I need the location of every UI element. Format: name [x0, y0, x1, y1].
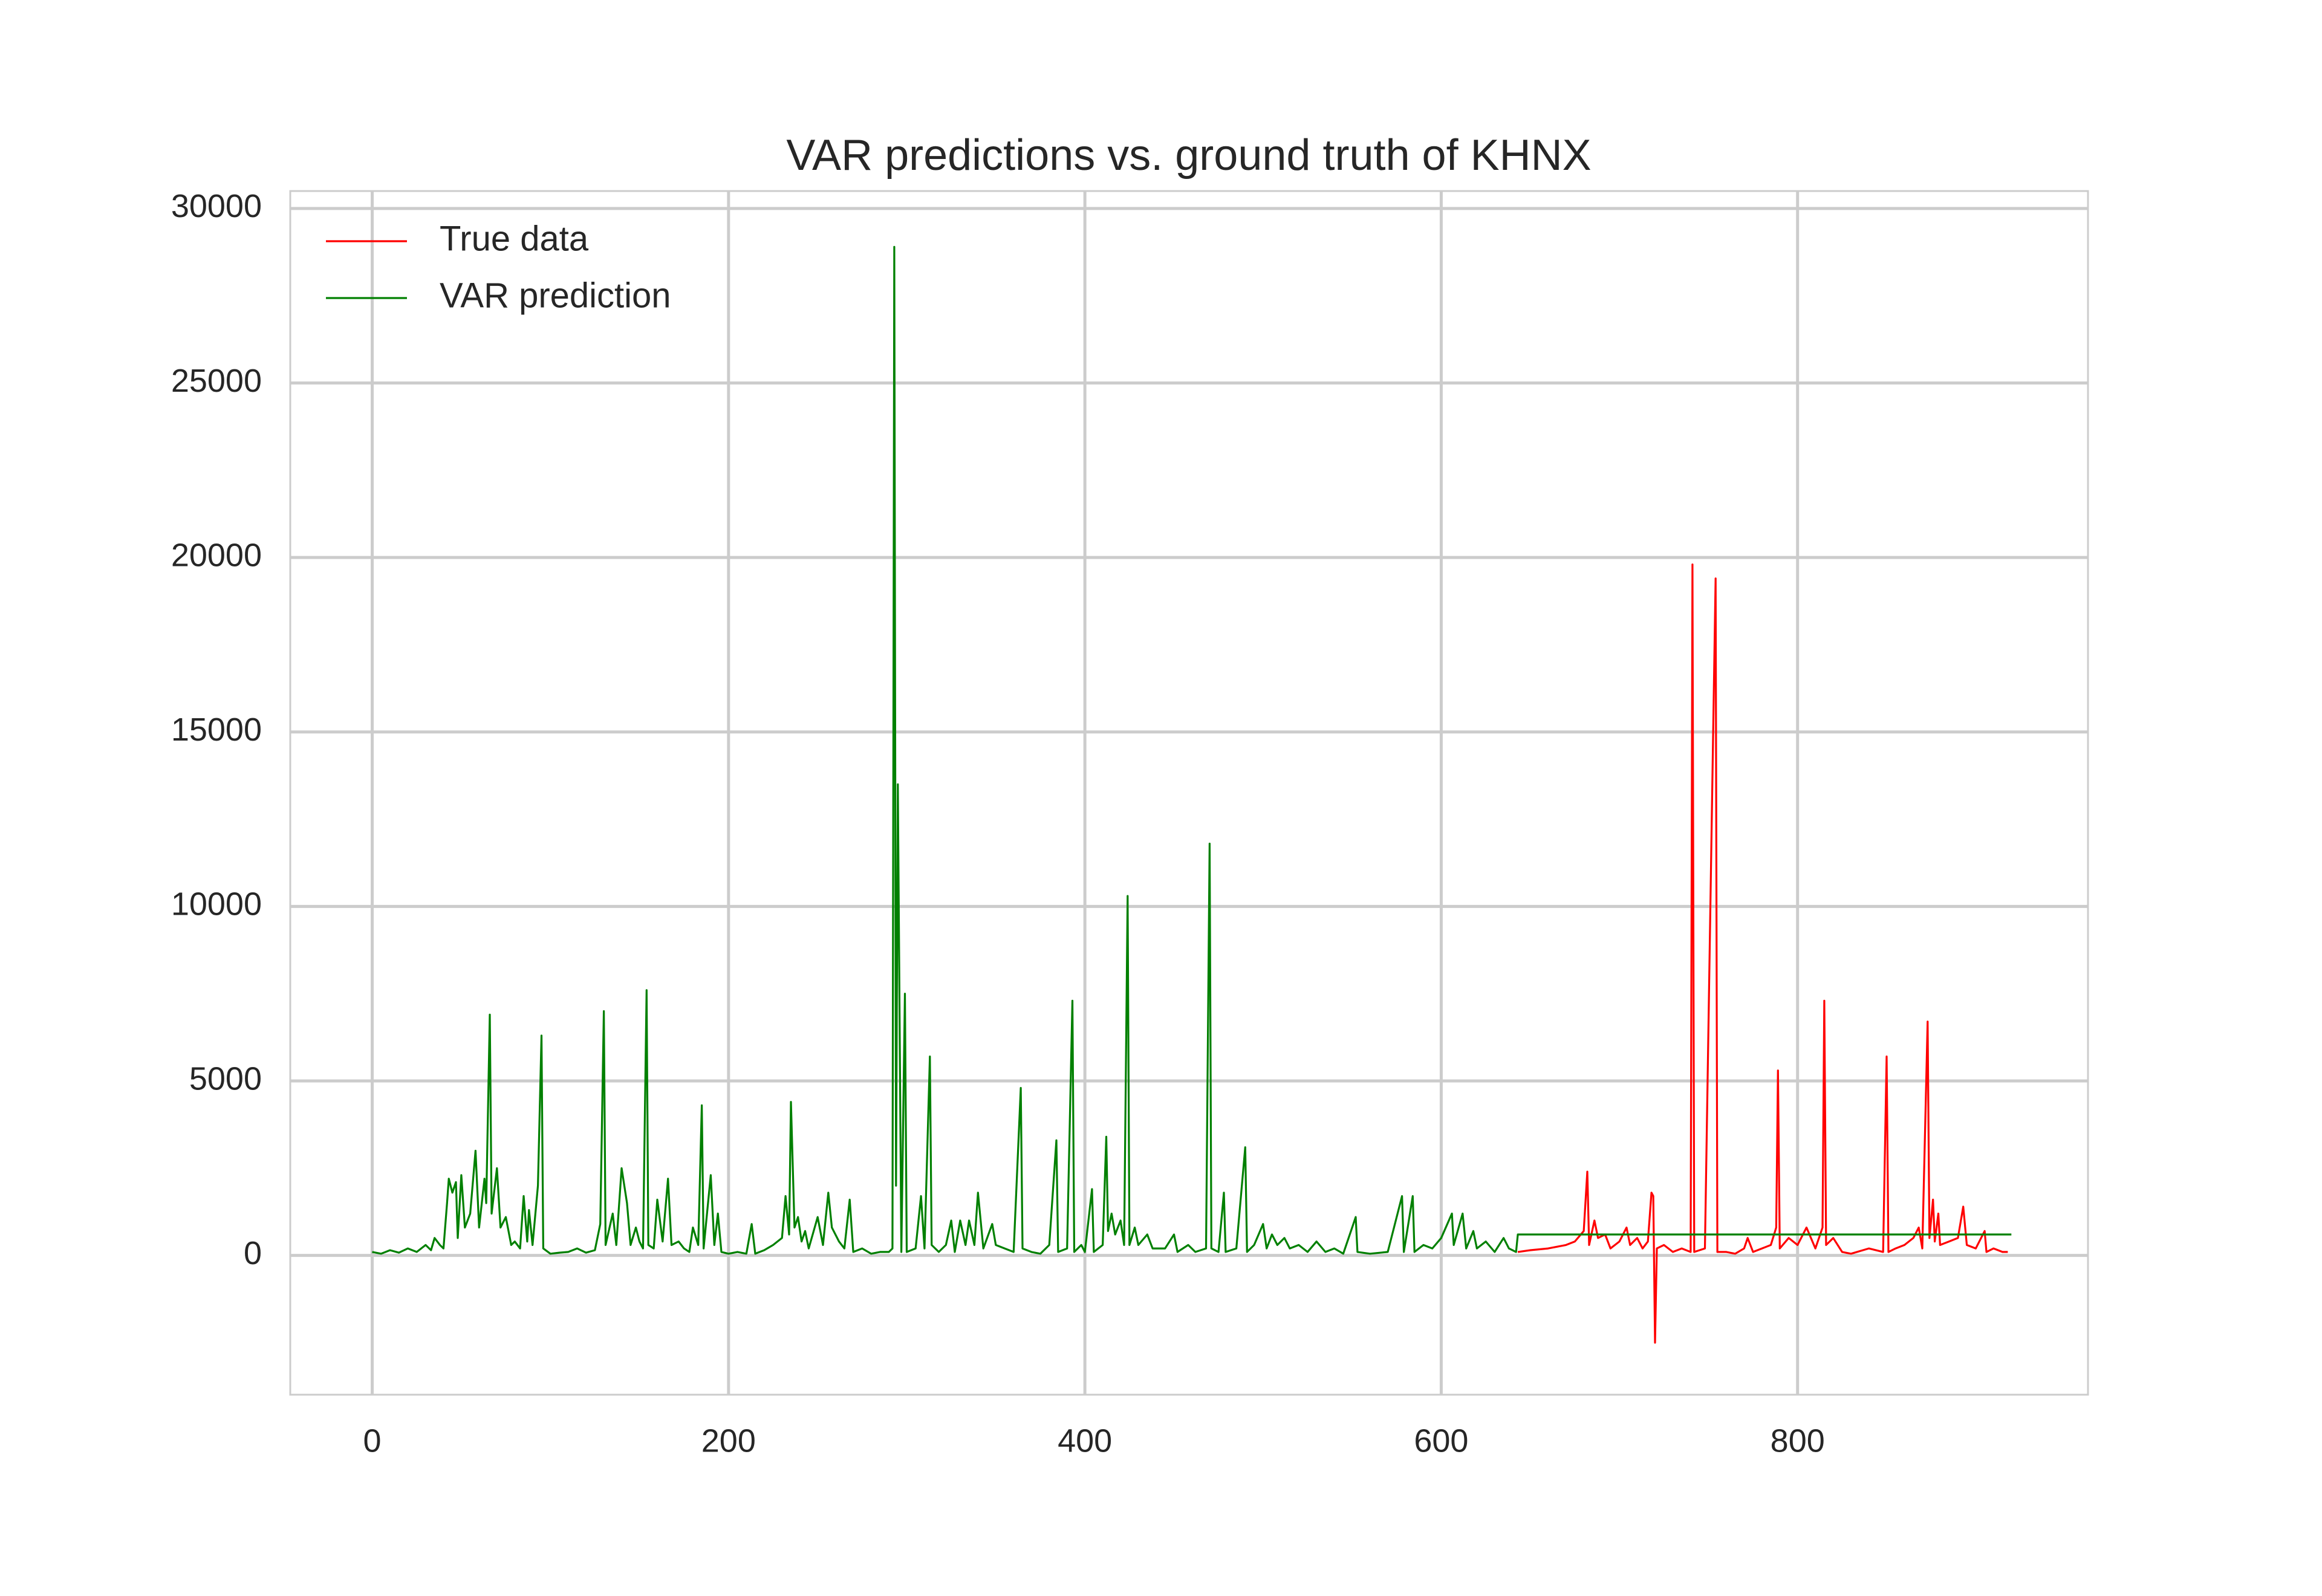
x-tick-label: 400	[1058, 1422, 1112, 1459]
y-tick-label: 15000	[171, 712, 262, 748]
y-tick-label: 10000	[171, 886, 262, 923]
y-tick-label: 25000	[171, 363, 262, 399]
y-tick-label: 20000	[171, 537, 262, 573]
y-tick-label: 30000	[171, 188, 262, 224]
x-tick-label: 800	[1771, 1422, 1825, 1459]
legend-label: True data	[440, 219, 589, 258]
x-tick-label: 200	[701, 1422, 756, 1459]
y-tick-label: 0	[244, 1235, 262, 1271]
x-tick-label: 600	[1414, 1422, 1468, 1459]
x-tick-label: 0	[363, 1422, 382, 1459]
y-tick-label: 5000	[189, 1060, 262, 1097]
chart-title: VAR predictions vs. ground truth of KHNX	[786, 131, 1591, 180]
plot-frame	[289, 190, 2089, 1396]
legend-label: VAR prediction	[440, 276, 671, 315]
series-line	[372, 245, 2012, 1255]
